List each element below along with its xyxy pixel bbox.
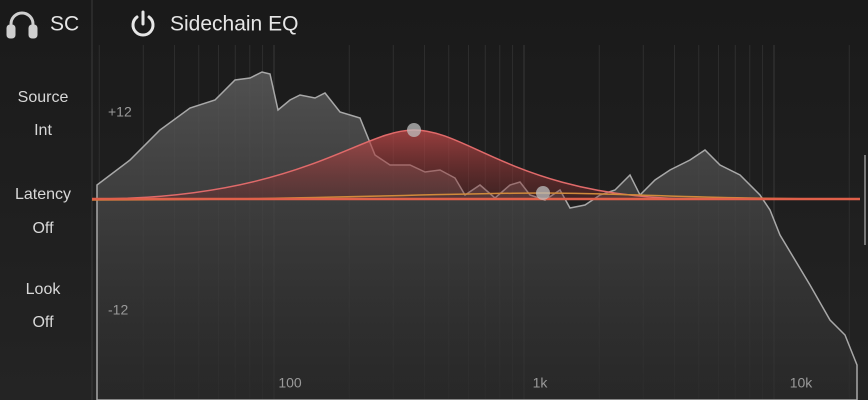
control-label: Look (26, 281, 62, 298)
freq-label: 100 (278, 375, 302, 391)
power-icon[interactable] (131, 10, 155, 37)
eq-node[interactable] (536, 186, 550, 200)
eq-node[interactable] (407, 123, 421, 137)
freq-label: 10k (790, 375, 814, 391)
control-value[interactable]: Off (32, 314, 54, 331)
control-label: Source (18, 89, 69, 106)
control-value[interactable]: Off (32, 220, 54, 237)
freq-label: 1k (533, 375, 549, 391)
gain-label: -12 (108, 302, 128, 318)
headphones-icon[interactable] (6, 11, 38, 39)
control-value[interactable]: Int (34, 122, 52, 139)
gain-label: +12 (108, 104, 132, 120)
control-label: Latency (15, 186, 71, 203)
sc-label[interactable]: SC (50, 13, 79, 36)
title: Sidechain EQ (170, 13, 298, 36)
